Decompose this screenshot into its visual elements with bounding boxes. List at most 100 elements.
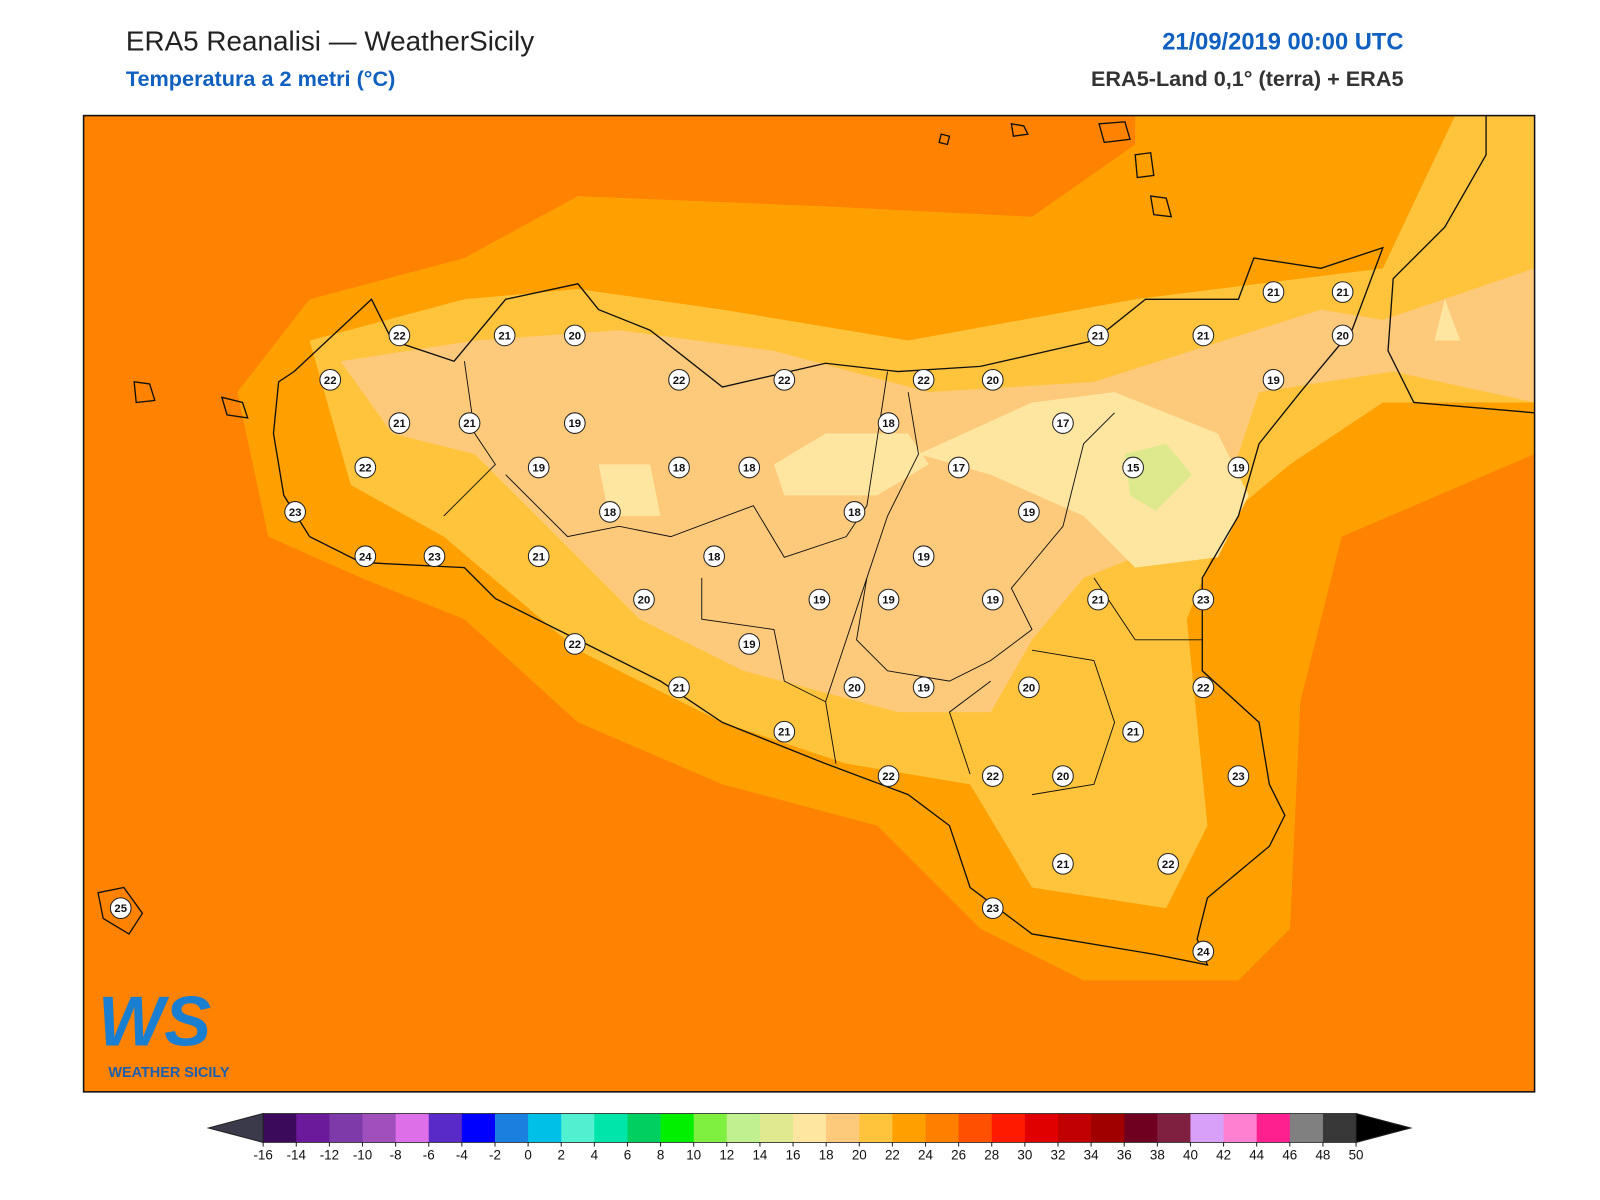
station-value: 17 xyxy=(952,463,965,475)
colorbar-tick-label: -10 xyxy=(353,1147,372,1162)
colorbar-segment xyxy=(1190,1113,1225,1143)
station-value: 21 xyxy=(1127,727,1140,739)
colorbar-segment xyxy=(594,1113,628,1143)
station-marker xyxy=(354,456,377,479)
station-marker xyxy=(1087,588,1109,611)
colorbar-under xyxy=(206,1112,264,1144)
colorbar-tick-label: 4 xyxy=(591,1147,599,1162)
station-value: 20 xyxy=(1336,330,1349,342)
station-marker xyxy=(773,368,796,391)
station-marker xyxy=(1227,765,1250,787)
station-value: 19 xyxy=(813,595,826,607)
colorbar-tick-label: 2 xyxy=(557,1147,564,1162)
colorbar-segment xyxy=(958,1113,993,1143)
station-marker xyxy=(563,412,586,434)
calabria-coast xyxy=(1387,115,1535,414)
contour-14-16 xyxy=(1124,443,1192,511)
station-marker xyxy=(1157,852,1180,875)
station-marker xyxy=(877,588,900,611)
colorbar-segment xyxy=(991,1113,1026,1143)
station-value: 20 xyxy=(1023,682,1036,694)
station-marker xyxy=(1018,676,1040,699)
station-marker xyxy=(1227,456,1250,479)
colorbar-tick-label: 42 xyxy=(1216,1147,1231,1162)
station-marker xyxy=(563,633,586,655)
station-value: 19 xyxy=(986,595,999,607)
colorbar-tick-label: 0 xyxy=(524,1147,531,1162)
colorbar-segment xyxy=(1091,1113,1125,1143)
station-value: 19 xyxy=(743,639,756,651)
colorbar-tick-label: 44 xyxy=(1249,1147,1264,1162)
station-marker xyxy=(738,633,761,655)
station-value: 21 xyxy=(778,727,791,739)
station-value: 23 xyxy=(428,551,441,563)
islands xyxy=(97,121,1173,935)
sicily-coast xyxy=(272,246,1385,966)
colorbar-segment xyxy=(859,1113,893,1143)
colorbar-tick-label: -2 xyxy=(489,1147,501,1162)
station-marker xyxy=(843,501,866,523)
station-marker xyxy=(284,501,306,523)
colorbar-tick-label: 28 xyxy=(984,1147,999,1162)
colorbar-segment xyxy=(528,1113,562,1143)
colorbar-tick-label: 40 xyxy=(1183,1147,1198,1162)
station-value: 18 xyxy=(708,551,721,563)
colorbar-segment xyxy=(1024,1113,1059,1143)
station-marker xyxy=(1087,324,1109,347)
colorbar: -16 -14 -12 -10 -8 -6 -4 -2 0 2 4 6 8 10 12 14 16 18 20 22 2… xyxy=(206,1112,1413,1162)
colorbar-frame xyxy=(262,1113,1357,1143)
colorbar-segment xyxy=(1223,1113,1258,1143)
colorbar-segment xyxy=(263,1113,297,1143)
colorbar-segment xyxy=(494,1113,529,1143)
station-value: 22 xyxy=(569,639,582,651)
station-marker xyxy=(1331,281,1354,303)
colorbar-tick-label: -16 xyxy=(253,1147,272,1162)
station-value: 19 xyxy=(917,551,930,563)
station-value: 18 xyxy=(743,463,756,475)
colorbar-tick-label: 36 xyxy=(1117,1147,1132,1162)
station-marker xyxy=(1262,281,1285,303)
province-borders xyxy=(443,361,1203,796)
station-value: 22 xyxy=(1197,682,1210,694)
station-marker xyxy=(527,456,550,479)
station-value: 23 xyxy=(289,507,302,519)
datetime: 21/09/2019 00:00 UTC xyxy=(1162,30,1403,56)
colorbar-tick-label: 18 xyxy=(819,1147,834,1162)
source: ERA5-Land 0,1° (terra) + ERA5 xyxy=(1091,66,1404,91)
colorbar-segment xyxy=(296,1113,330,1143)
content: ERA5 Reanalisi — WeatherSicily Temperatu… xyxy=(82,26,1536,1162)
station-marker xyxy=(808,588,831,611)
colorbar-segment xyxy=(1057,1113,1092,1143)
station-marker xyxy=(1018,501,1040,523)
colorbar-segment xyxy=(1322,1113,1357,1143)
station-value: 21 xyxy=(1197,330,1210,342)
colorbar-segment xyxy=(428,1113,463,1143)
colorbar-tick-label: 16 xyxy=(786,1147,801,1162)
station-marker xyxy=(668,676,690,699)
coastline xyxy=(97,115,1535,966)
station-marker xyxy=(668,456,690,479)
logo-tagline: WEATHER SICILY xyxy=(108,1065,229,1081)
colorbar-tick-label: -14 xyxy=(287,1147,307,1162)
colorbar-segment xyxy=(693,1113,728,1143)
station-marker xyxy=(703,545,725,568)
station-value: 22 xyxy=(986,771,999,783)
station-marker xyxy=(947,456,970,479)
colorbar-segment xyxy=(1289,1113,1324,1143)
colorbar-segment xyxy=(726,1113,761,1143)
station-value: 21 xyxy=(1092,330,1105,342)
station-marker xyxy=(423,545,446,568)
station-marker xyxy=(388,324,411,347)
station-value: 21 xyxy=(463,418,476,430)
station-value: 21 xyxy=(1092,595,1105,607)
station-value: 21 xyxy=(673,682,686,694)
station-marker xyxy=(493,324,516,347)
contour-16-18 xyxy=(1434,299,1461,341)
colorbar-tick-label: 46 xyxy=(1282,1147,1297,1162)
station-marker xyxy=(1192,588,1215,611)
colorbar-segment xyxy=(1124,1113,1158,1143)
station-value: 22 xyxy=(917,375,930,387)
colorbar-tick-label: 50 xyxy=(1349,1147,1364,1162)
station-value: 21 xyxy=(1267,287,1280,299)
station-value: 18 xyxy=(882,418,895,430)
